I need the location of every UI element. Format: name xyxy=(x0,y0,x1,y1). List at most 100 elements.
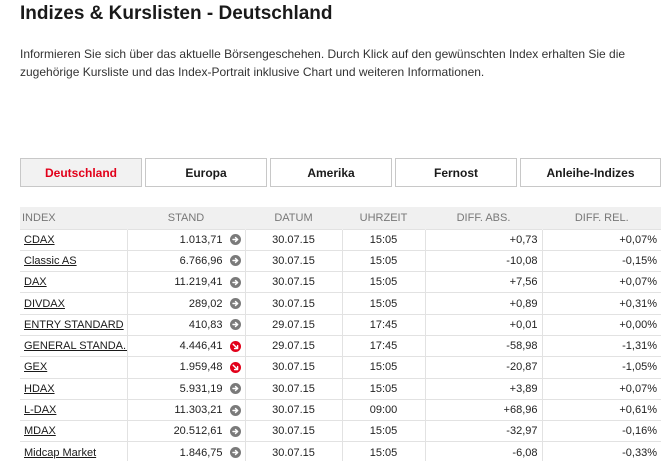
cell-diff-abs: +68,96 xyxy=(424,398,542,421)
header-index[interactable]: INDEX xyxy=(20,207,127,229)
index-link[interactable]: L-DAX xyxy=(24,404,57,417)
table-row: MDAX 20.512,61 30.07.15 15:05 -32,97 -0,16% xyxy=(20,420,661,442)
cell-stand: 20.512,61 xyxy=(126,420,245,442)
stand-value: 289,02 xyxy=(188,297,223,310)
cell-diff-abs: +3,89 xyxy=(424,377,542,400)
cell-datum: 30.07.15 xyxy=(244,377,342,400)
arrow-right-icon xyxy=(229,255,241,267)
cell-uhrzeit: 09:00 xyxy=(341,398,425,421)
arrow-right-icon xyxy=(229,447,241,459)
index-link[interactable]: DAX xyxy=(24,276,47,289)
cell-diff-abs: -58,98 xyxy=(424,334,542,357)
table-header-row: INDEX STAND DATUM UHRZEIT DIFF. ABS. DIF… xyxy=(20,207,661,229)
index-link[interactable]: HDAX xyxy=(24,382,55,395)
cell-diff-rel: +0,00% xyxy=(541,313,661,336)
cell-uhrzeit: 15:05 xyxy=(341,356,425,379)
header-diff-abs[interactable]: DIFF. ABS. xyxy=(424,207,542,229)
cell-index: Classic AS xyxy=(20,249,127,272)
cell-diff-rel: -1,05% xyxy=(541,356,661,379)
cell-uhrzeit: 17:45 xyxy=(341,313,425,336)
stand-value: 5.931,19 xyxy=(179,382,223,395)
cell-uhrzeit: 17:45 xyxy=(341,334,425,357)
cell-stand: 1.013,71 xyxy=(126,228,245,251)
tab-europa[interactable]: Europa xyxy=(145,158,267,187)
cell-diff-abs: +0,01 xyxy=(424,313,542,336)
region-tabs: Deutschland Europa Amerika Fernost Anlei… xyxy=(20,158,661,187)
index-link[interactable]: ENTRY STANDARD xyxy=(24,318,124,331)
stand-value: 11.219,41 xyxy=(174,276,223,289)
cell-stand: 4.446,41 xyxy=(126,334,245,357)
index-link[interactable]: Midcap Market xyxy=(24,446,97,459)
header-stand[interactable]: STAND xyxy=(126,207,245,229)
cell-stand: 1.846,75 xyxy=(126,441,245,461)
cell-datum: 30.07.15 xyxy=(244,356,342,379)
table-row: DAX 11.219,41 30.07.15 15:05 +7,56 +0,07% xyxy=(20,271,661,293)
cell-datum: 30.07.15 xyxy=(244,398,342,421)
cell-datum: 30.07.15 xyxy=(244,292,342,315)
stand-value: 11.303,21 xyxy=(174,404,223,417)
index-link[interactable]: GENERAL STANDA... xyxy=(24,340,127,353)
cell-diff-abs: -20,87 xyxy=(424,356,542,379)
header-uhrzeit[interactable]: UHRZEIT xyxy=(341,207,425,229)
index-link[interactable]: GEX xyxy=(24,361,48,374)
stand-value: 410,83 xyxy=(188,318,223,331)
cell-datum: 29.07.15 xyxy=(244,334,342,357)
cell-datum: 30.07.15 xyxy=(244,228,342,251)
tab-anleihe-indizes[interactable]: Anleihe-Indizes xyxy=(520,158,661,187)
stand-value: 20.512,61 xyxy=(173,425,223,438)
arrow-right-icon xyxy=(229,404,241,416)
cell-uhrzeit: 15:05 xyxy=(341,441,425,461)
arrow-right-icon xyxy=(229,425,241,437)
table-row: L-DAX 11.303,21 30.07.15 09:00 +68,96 +0,61% xyxy=(20,398,661,421)
stand-value: 4.446,41 xyxy=(179,340,223,353)
cell-diff-rel: +0,07% xyxy=(541,228,661,251)
table-row: CDAX 1.013,71 30.07.15 15:05 +0,73 +0,07% xyxy=(20,228,661,251)
cell-index: MDAX xyxy=(20,420,127,442)
tab-fernost[interactable]: Fernost xyxy=(395,158,517,187)
cell-stand: 5.931,19 xyxy=(126,377,245,400)
cell-stand: 410,83 xyxy=(126,313,245,336)
cell-uhrzeit: 15:05 xyxy=(341,292,425,315)
cell-uhrzeit: 15:05 xyxy=(341,249,425,272)
arrow-down-icon xyxy=(229,361,241,373)
header-diff-rel[interactable]: DIFF. REL. xyxy=(541,207,661,229)
index-link[interactable]: Classic AS xyxy=(24,254,77,267)
arrow-right-icon xyxy=(229,234,241,246)
table-row: HDAX 5.931,19 30.07.15 15:05 +3,89 +0,07% xyxy=(20,377,661,400)
cell-diff-rel: +0,61% xyxy=(541,398,661,421)
stand-value: 1.846,75 xyxy=(179,446,223,459)
header-datum[interactable]: DATUM xyxy=(244,207,342,229)
cell-stand: 11.303,21 xyxy=(126,398,245,421)
cell-uhrzeit: 15:05 xyxy=(341,377,425,400)
cell-diff-abs: -10,08 xyxy=(424,249,542,272)
index-link[interactable]: CDAX xyxy=(24,233,55,246)
cell-index: L-DAX xyxy=(20,398,127,421)
cell-diff-rel: -1,31% xyxy=(541,334,661,357)
table-row: Classic AS 6.766,96 30.07.15 15:05 -10,08 -0,… xyxy=(20,249,661,272)
page-title: Indizes & Kurslisten - Deutschland xyxy=(20,3,333,24)
stand-value: 1.013,71 xyxy=(179,233,223,246)
cell-uhrzeit: 15:05 xyxy=(341,228,425,251)
cell-datum: 30.07.15 xyxy=(244,271,342,293)
cell-uhrzeit: 15:05 xyxy=(341,271,425,293)
cell-diff-rel: -0,33% xyxy=(541,441,661,461)
cell-datum: 29.07.15 xyxy=(244,313,342,336)
stand-value: 6.766,96 xyxy=(179,254,223,267)
cell-diff-rel: -0,16% xyxy=(541,420,661,442)
cell-index: Midcap Market xyxy=(20,441,127,461)
index-link[interactable]: DIVDAX xyxy=(24,297,65,310)
cell-index: DAX xyxy=(20,271,127,293)
tab-deutschland[interactable]: Deutschland xyxy=(20,158,142,187)
stand-value: 1.959,48 xyxy=(179,361,223,374)
quotes-table: INDEX STAND DATUM UHRZEIT DIFF. ABS. DIF… xyxy=(20,207,661,461)
cell-datum: 30.07.15 xyxy=(244,420,342,442)
arrow-right-icon xyxy=(229,298,241,310)
cell-diff-abs: +0,89 xyxy=(424,292,542,315)
arrow-down-icon xyxy=(229,340,241,352)
index-link[interactable]: MDAX xyxy=(24,425,56,438)
cell-index: ENTRY STANDARD xyxy=(20,313,127,336)
cell-stand: 6.766,96 xyxy=(126,249,245,272)
cell-diff-abs: -6,08 xyxy=(424,441,542,461)
arrow-right-icon xyxy=(229,383,241,395)
tab-amerika[interactable]: Amerika xyxy=(270,158,392,187)
